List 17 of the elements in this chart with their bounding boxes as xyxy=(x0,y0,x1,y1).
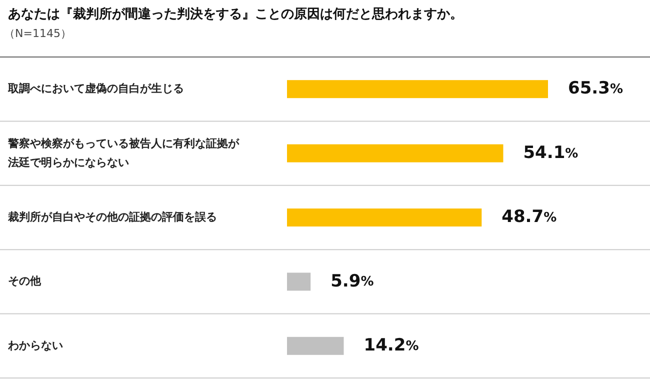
bar xyxy=(287,336,344,355)
y-tick-label: わからない xyxy=(7,338,63,352)
y-tick-label: 取調べにおいて虚偽の自白が生じる xyxy=(7,82,184,96)
data-label: 65.3% xyxy=(568,78,623,99)
data-label: 54.1% xyxy=(523,142,578,163)
bar xyxy=(287,80,548,98)
data-label: 48.7% xyxy=(502,207,557,228)
data-label: 5.9% xyxy=(330,271,374,292)
bar xyxy=(287,272,311,291)
y-tick-label: 裁判所が自白やその他の証拠の評価を誤る xyxy=(7,210,217,224)
bar xyxy=(287,144,504,162)
y-tick-label: 警察や検察がもっている被告人に有利な証拠が法廷で明らかにならない xyxy=(7,136,240,169)
y-tick-label: その他 xyxy=(8,274,42,288)
data-label: 14.2% xyxy=(364,336,419,356)
text: （N=1145） xyxy=(4,27,72,40)
chart-title: あなたは『裁判所が間違った判決をする』ことの原因は何だと思われますか。 xyxy=(8,6,463,22)
bar xyxy=(287,208,482,226)
